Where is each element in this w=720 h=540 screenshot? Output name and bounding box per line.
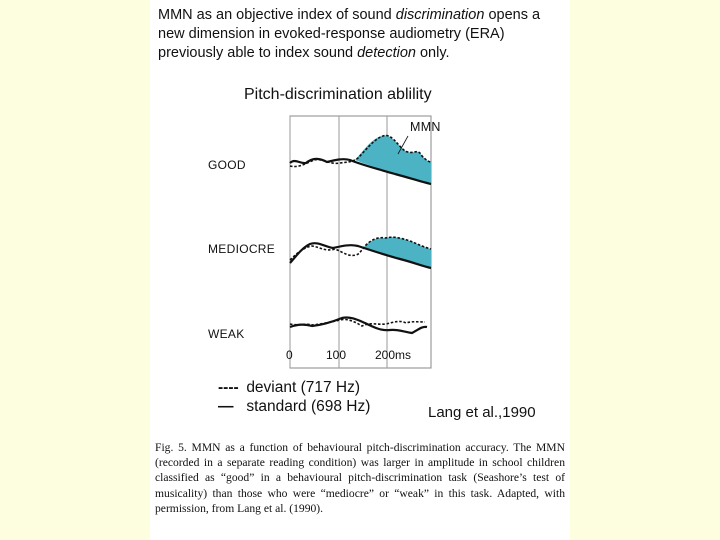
legend-deviant-label: deviant (717 Hz) — [246, 379, 361, 396]
mmn-label: MMN — [410, 120, 441, 134]
deviant-trace-weak — [289, 318, 426, 327]
slide-page: MMN as an objective index of sound discr… — [150, 0, 570, 540]
standard-trace-mediocre — [289, 242, 432, 270]
condition-label-mediocre: MEDIOCRE — [208, 242, 276, 256]
mmn-area-mediocre — [363, 237, 431, 268]
legend-standard-label: standard (698 Hz) — [246, 398, 371, 415]
figure-caption: Fig. 5. MMN as a function of behavioural… — [155, 441, 565, 515]
figure-title: Pitch-discrimination ablility — [244, 86, 432, 103]
standard-trace-good — [289, 157, 432, 186]
intro-text: MMN as an objective index of sound discr… — [158, 7, 541, 61]
mmn-area-good — [355, 135, 431, 184]
citation: Lang et al.,1990 — [428, 404, 536, 421]
legend-solid-symbol: — — [218, 398, 234, 415]
tick-label: 0 — [286, 348, 293, 362]
standard-trace-weak — [289, 316, 428, 335]
tick-label: 100 — [326, 348, 347, 362]
tick-label: 200ms — [375, 348, 412, 362]
condition-label-good: GOOD — [208, 158, 246, 172]
condition-label-weak: WEAK — [208, 327, 245, 341]
deviant-trace-mediocre — [289, 236, 432, 261]
mmn-pointer — [397, 135, 409, 155]
legend-standard: — standard (698 Hz) — [218, 398, 370, 416]
deviant-trace-good — [289, 134, 432, 168]
legend-dashed-symbol: ---- — [218, 379, 239, 396]
legend-deviant: ---- deviant (717 Hz) — [218, 379, 360, 397]
erp-figure — [289, 115, 432, 369]
